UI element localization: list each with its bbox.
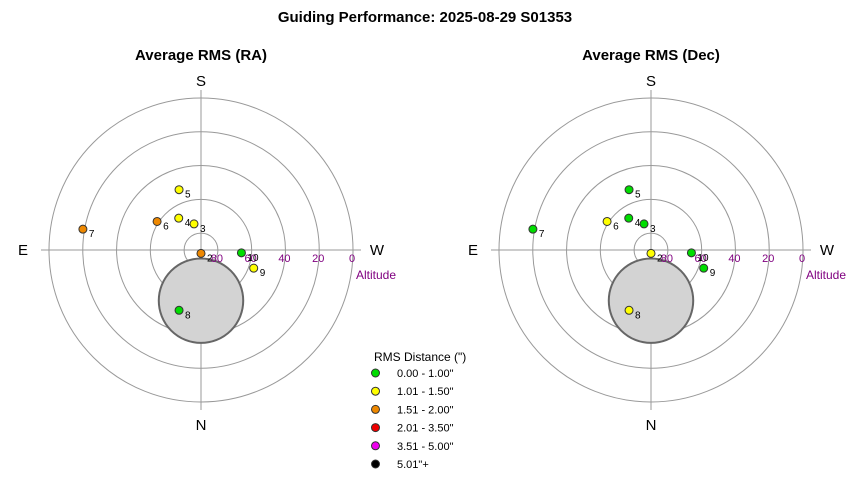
data-point-label-4: 4 <box>635 218 641 229</box>
data-point-label-8: 8 <box>635 310 641 321</box>
data-point-label-10: 10 <box>697 253 709 264</box>
data-point-9 <box>699 263 709 273</box>
altitude-tick-label: 60 <box>695 253 707 265</box>
altitude-axis-label: Altitude <box>356 268 396 282</box>
data-point-7 <box>78 224 88 234</box>
data-point-2 <box>196 248 206 258</box>
data-point-label-7: 7 <box>89 229 95 240</box>
data-point-label-10: 10 <box>247 253 259 264</box>
data-point-4 <box>624 213 634 223</box>
legend-item-label: 0.00 - 1.00" <box>397 368 454 380</box>
data-point-8 <box>174 305 184 315</box>
data-point-label-2: 2 <box>657 253 663 264</box>
masked-region <box>157 257 245 344</box>
data-point-6 <box>152 216 162 226</box>
data-point-label-2: 2 <box>207 253 213 264</box>
data-point-label-9: 9 <box>260 268 266 279</box>
ra-panel-title: Average RMS (RA) <box>135 47 267 64</box>
legend-swatch <box>371 386 380 396</box>
data-point-8 <box>624 305 634 315</box>
altitude-axis-label: Altitude <box>806 268 846 282</box>
data-point-10 <box>686 248 696 258</box>
data-point-label-5: 5 <box>635 190 641 201</box>
data-point-label-3: 3 <box>650 224 656 235</box>
data-point-4 <box>174 213 184 223</box>
compass-east-label: E <box>18 242 28 259</box>
altitude-tick-label: 0 <box>349 253 355 265</box>
data-point-3 <box>189 219 199 229</box>
data-point-9 <box>249 263 259 273</box>
compass-west-label: W <box>820 242 835 259</box>
legend-title: RMS Distance (") <box>374 350 466 364</box>
compass-north-label: N <box>646 417 657 434</box>
data-point-7 <box>528 224 538 234</box>
altitude-tick-label: 40 <box>728 253 740 265</box>
masked-region <box>607 257 695 344</box>
data-point-5 <box>624 185 634 195</box>
data-point-label-4: 4 <box>185 218 191 229</box>
data-point-5 <box>174 185 184 195</box>
dec-panel-title: Average RMS (Dec) <box>582 47 720 64</box>
legend-swatch <box>371 441 380 451</box>
data-point-label-5: 5 <box>185 190 191 201</box>
compass-north-label: N <box>196 417 207 434</box>
altitude-tick-label: 80 <box>211 253 223 265</box>
legend-item-label: 2.01 - 3.50" <box>397 423 454 435</box>
compass-west-label: W <box>370 242 385 259</box>
data-point-10 <box>236 248 246 258</box>
data-point-label-6: 6 <box>163 221 169 232</box>
legend-swatch <box>371 368 380 378</box>
data-point-label-8: 8 <box>185 310 191 321</box>
legend: RMS Distance (") 0.00 - 1.00" 1.01 - 1.50"… <box>371 350 466 471</box>
data-point-3 <box>639 219 649 229</box>
altitude-tick-label: 40 <box>278 253 290 265</box>
altitude-tick-label: 80 <box>661 253 673 265</box>
legend-item-label: 3.51 - 5.00" <box>397 441 454 453</box>
data-point-label-6: 6 <box>613 221 619 232</box>
altitude-tick-label: 0 <box>799 253 805 265</box>
altitude-tick-label: 20 <box>762 253 774 265</box>
legend-swatch <box>371 459 380 469</box>
data-point-6 <box>602 216 612 226</box>
legend-item-label: 1.51 - 2.00" <box>397 404 454 416</box>
chart-title: Guiding Performance: 2025-08-29 S01353 <box>277 9 573 26</box>
data-point-label-9: 9 <box>710 268 716 279</box>
compass-south-label: S <box>196 73 206 90</box>
data-point-label-3: 3 <box>200 224 206 235</box>
data-point-label-7: 7 <box>539 229 545 240</box>
compass-east-label: E <box>468 242 478 259</box>
data-point-2 <box>646 248 656 258</box>
legend-item-label: 5.01"+ <box>397 459 429 471</box>
legend-item-label: 1.01 - 1.50" <box>397 386 454 398</box>
altitude-tick-label: 60 <box>245 253 257 265</box>
legend-swatch <box>371 404 380 414</box>
compass-south-label: S <box>646 73 656 90</box>
altitude-tick-label: 20 <box>312 253 324 265</box>
legend-swatch <box>371 423 380 433</box>
